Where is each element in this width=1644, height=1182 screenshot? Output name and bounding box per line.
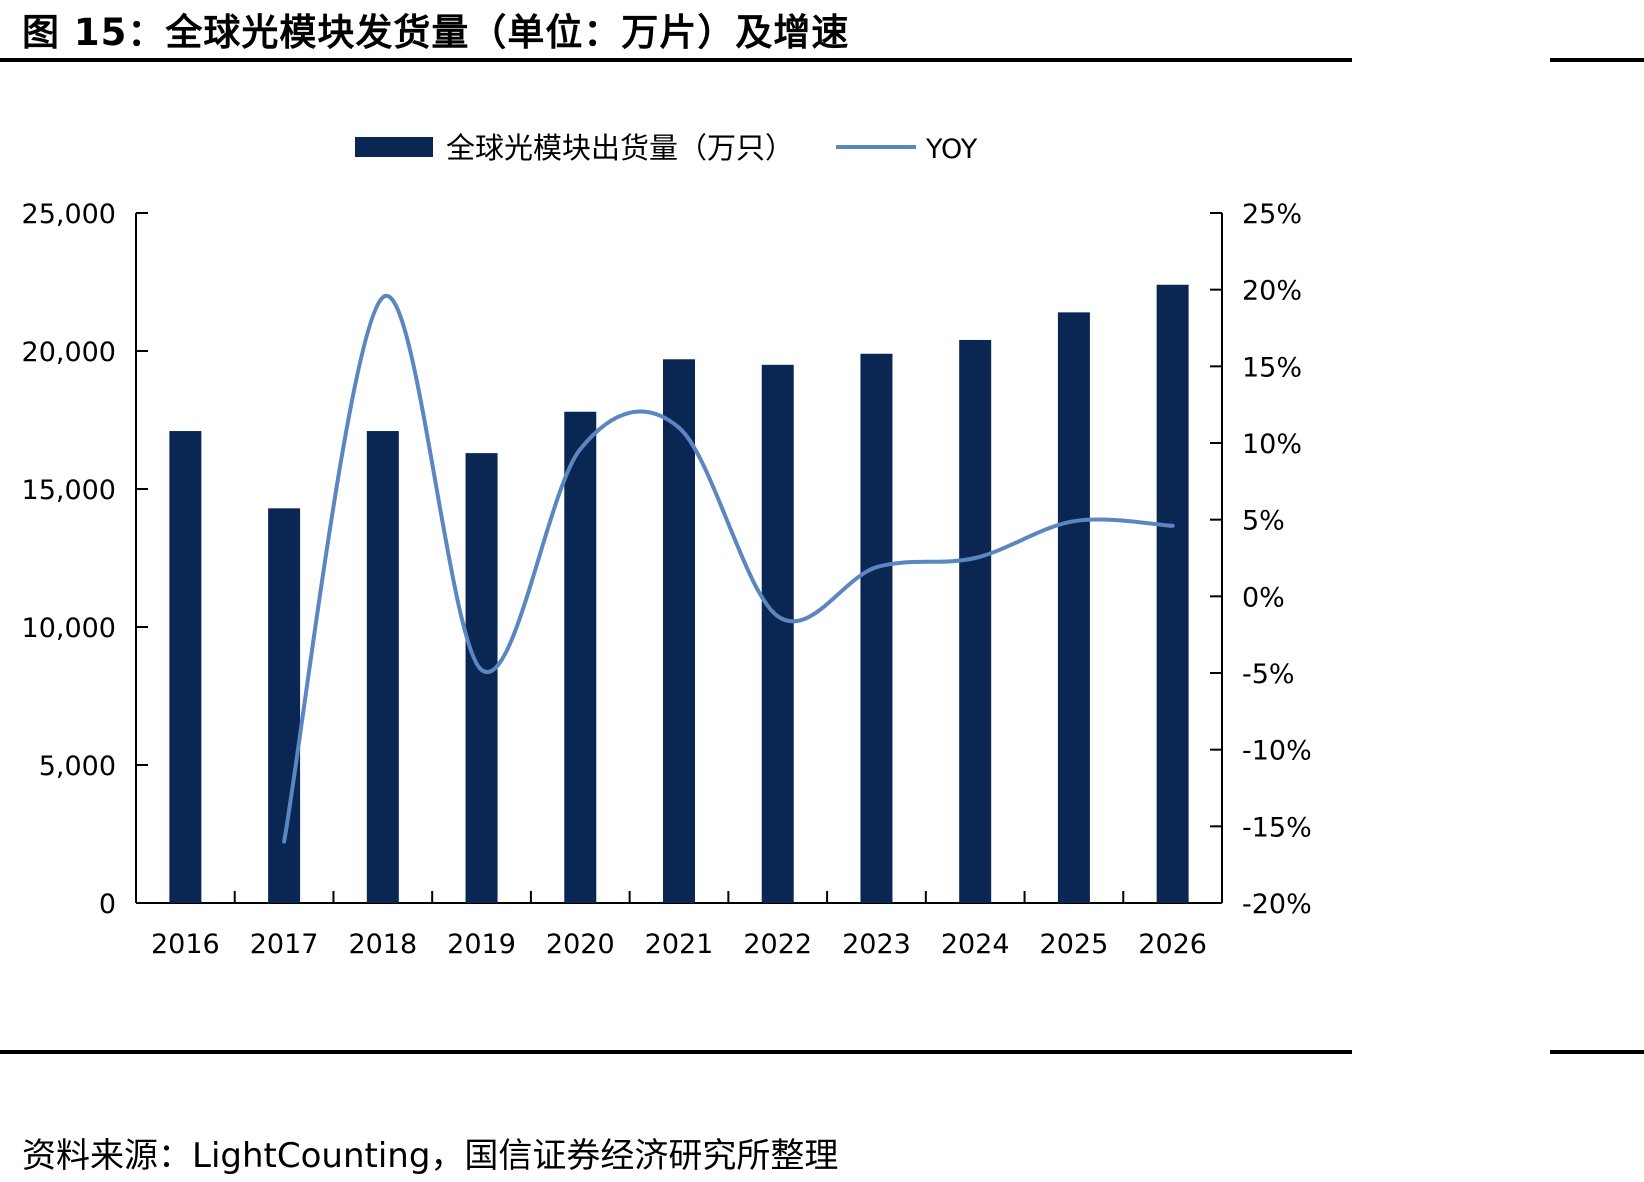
top-rule <box>0 58 1352 62</box>
bar <box>366 431 399 903</box>
x-axis-tick-label: 2025 <box>1040 929 1109 960</box>
left-axis-tick-label: 15,000 <box>22 475 116 506</box>
right-axis-tick-label: -10% <box>1242 736 1312 767</box>
bar <box>268 508 301 903</box>
bar <box>761 364 794 903</box>
bottom-rule <box>0 1050 1352 1054</box>
top-rule-right-stub <box>1550 58 1644 62</box>
right-axis-tick-label: 0% <box>1242 582 1285 613</box>
left-axis-tick-label: 0 <box>99 889 116 920</box>
figure-title: 图 15：全球光模块发货量（单位：万片）及增速 <box>22 11 850 54</box>
x-axis-tick-label: 2026 <box>1138 929 1207 960</box>
bar <box>663 359 695 903</box>
bottom-rule-right-stub <box>1550 1050 1644 1054</box>
x-axis-tick-label: 2020 <box>546 929 615 960</box>
left-axis-tick-label: 20,000 <box>22 337 116 368</box>
bar <box>959 339 992 904</box>
x-axis-tick-label: 2018 <box>348 929 417 960</box>
x-axis-tick-label: 2017 <box>250 929 319 960</box>
legend-bar-swatch <box>355 137 433 157</box>
right-axis-tick-label: 5% <box>1242 506 1285 537</box>
x-axis-tick-label: 2016 <box>151 929 220 960</box>
x-axis-tick-label: 2019 <box>447 929 516 960</box>
x-axis-tick-label: 2021 <box>645 929 714 960</box>
source-note: 资料来源：LightCounting，国信证券经济研究所整理 <box>22 1136 839 1176</box>
right-axis-tick-label: -20% <box>1242 889 1312 920</box>
right-axis-tick-label: 10% <box>1242 429 1302 460</box>
legend-line-label: YOY <box>925 134 978 165</box>
right-axis-tick-label: 25% <box>1242 199 1302 230</box>
bar <box>1156 284 1189 903</box>
chart-legend: 全球光模块出货量（万只） YOY <box>355 131 978 165</box>
chart-axes <box>135 212 1223 904</box>
left-axis-tick-label: 10,000 <box>22 613 116 644</box>
right-axis-tick-label: -5% <box>1242 659 1295 690</box>
axis-labels: 0 5,000 10,000 15,000 20,000 25,000 -20% -15% -1… <box>22 199 1312 960</box>
line-series <box>282 293 1175 844</box>
left-axis-tick-label: 5,000 <box>39 751 116 782</box>
bar <box>860 353 893 903</box>
bar <box>564 411 597 903</box>
x-axis-tick-label: 2024 <box>941 929 1010 960</box>
right-axis-tick-label: -15% <box>1242 812 1312 843</box>
yoy-line <box>282 293 1175 844</box>
left-axis-tick-label: 25,000 <box>22 199 116 230</box>
bar <box>1057 312 1090 903</box>
x-axis-tick-label: 2022 <box>743 929 812 960</box>
x-axis-tick-label: 2023 <box>842 929 911 960</box>
right-axis-tick-label: 20% <box>1242 276 1302 307</box>
bar <box>169 431 202 903</box>
legend-bar-label: 全球光模块出货量（万只） <box>446 131 794 165</box>
bar-series <box>169 284 1189 904</box>
bar <box>465 453 498 903</box>
right-axis-tick-label: 15% <box>1242 352 1302 383</box>
